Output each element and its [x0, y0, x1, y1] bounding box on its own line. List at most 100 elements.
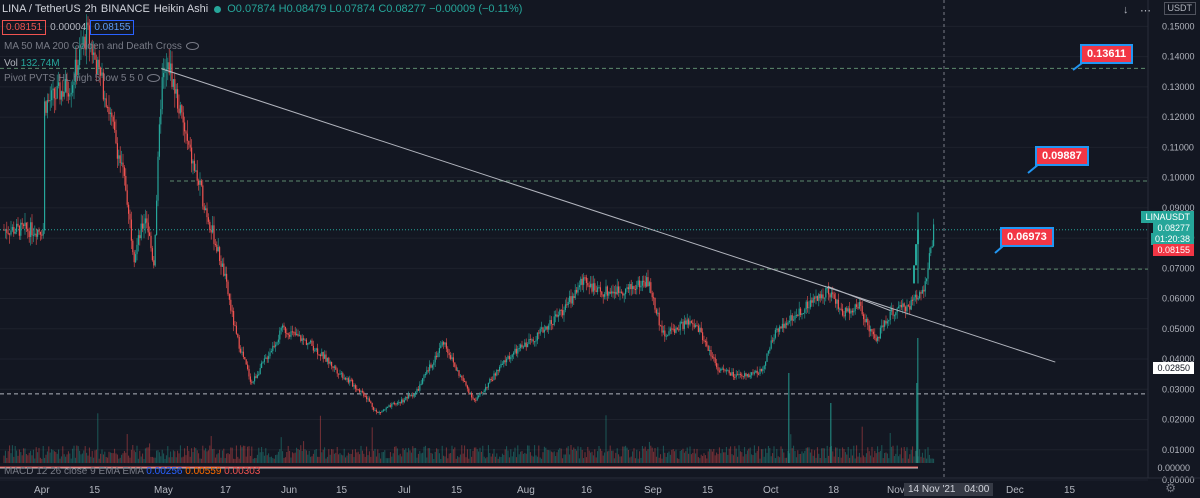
candle-body: [571, 296, 573, 304]
candle-body: [200, 180, 202, 186]
volume-bar: [216, 454, 218, 463]
candle-body: [452, 357, 454, 363]
volume-bar: [770, 456, 772, 463]
volume-bar: [146, 447, 148, 463]
candle-body: [511, 354, 513, 358]
volume-bar: [321, 452, 323, 463]
candle-body: [108, 107, 110, 115]
candle-body: [594, 283, 596, 291]
candle-body: [25, 222, 27, 229]
candle-body: [193, 160, 195, 171]
macd-legend[interactable]: MACD 12 26 close 9 EMA EMA 0.00256 0.005…: [4, 466, 260, 477]
candle-body: [886, 321, 888, 324]
volume-bar: [769, 447, 771, 463]
candle-body: [45, 101, 47, 113]
callout-target-1[interactable]: 0.13611: [1080, 44, 1134, 64]
volume-bar: [597, 451, 599, 463]
candle-body: [160, 109, 162, 125]
candle-body: [548, 325, 550, 330]
candle-body: [121, 162, 123, 164]
volume-bar: [500, 456, 502, 463]
volume-bar: [507, 450, 509, 463]
sell-button[interactable]: 0.08151: [2, 20, 47, 35]
price-tick-label: 0.01000: [1162, 445, 1195, 455]
volume-bar: [553, 451, 555, 463]
candle-body: [745, 373, 747, 377]
volume-bar: [566, 447, 568, 463]
candle-body: [847, 308, 849, 312]
eye-icon[interactable]: [185, 42, 199, 51]
volume-bar: [465, 457, 467, 463]
currency-badge[interactable]: USDT: [1163, 2, 1196, 15]
volume-bar: [895, 453, 897, 463]
candle-body: [42, 230, 44, 236]
candle-body: [427, 370, 429, 372]
candle-body: [93, 52, 95, 55]
candle-body: [255, 376, 257, 378]
candle-body: [486, 387, 488, 389]
volume-bar: [634, 458, 636, 463]
interval-label[interactable]: 2h: [84, 3, 97, 15]
callout-target-2[interactable]: 0.09887: [1035, 146, 1089, 166]
volume-bar: [594, 449, 596, 463]
volume-bar: [248, 446, 250, 463]
eye-icon[interactable]: [147, 74, 161, 83]
pivot-indicator-legend[interactable]: Pivot PVTS HL high 5 low 5 5 0: [4, 73, 161, 84]
settings-gear-icon[interactable]: ⚙: [1165, 481, 1176, 495]
volume-bar: [245, 456, 247, 463]
ma-indicator-legend[interactable]: MA 50 MA 200 Golden and Death Cross: [4, 41, 199, 52]
volume-bar: [193, 447, 195, 463]
volume-bar: [744, 447, 746, 463]
arrow-down-icon[interactable]: ↓: [1123, 4, 1129, 16]
price-tick-label: 0.02000: [1162, 415, 1195, 425]
candle-body: [4, 229, 6, 231]
buy-button[interactable]: 0.08155: [90, 20, 135, 35]
candle-body: [716, 363, 718, 368]
volume-bar: [903, 446, 905, 463]
candle-body: [521, 344, 523, 348]
candle-body: [52, 88, 54, 91]
volume-legend[interactable]: Vol 132.74M: [4, 58, 60, 69]
volume-bar: [927, 447, 929, 463]
candle-body: [464, 381, 466, 383]
callout-target-3[interactable]: 0.06973: [1000, 227, 1054, 247]
volume-bar: [496, 453, 498, 463]
candle-body: [472, 397, 474, 399]
candle-body: [279, 330, 281, 340]
candle-body: [165, 69, 167, 71]
candle-body: [602, 294, 604, 297]
chart-style-label[interactable]: Heikin Ashi: [153, 3, 209, 15]
more-icon[interactable]: ⋯: [1140, 5, 1151, 17]
candle-body: [816, 296, 818, 301]
candle-body: [403, 400, 405, 403]
alert-price-label[interactable]: 0.02850: [1153, 362, 1194, 374]
volume-bar: [662, 445, 664, 463]
candle-body: [669, 328, 671, 332]
candle-body: [626, 287, 628, 289]
volume-bar: [809, 452, 811, 463]
candle-body: [58, 82, 60, 86]
candle-body: [531, 339, 533, 341]
volume-bar: [521, 451, 523, 463]
volume-bar: [105, 456, 107, 463]
candle-body: [576, 289, 578, 293]
candle-body: [475, 399, 477, 401]
symbol-name[interactable]: LINA / TetherUS: [2, 3, 81, 15]
volume-bar: [816, 447, 818, 463]
volume-bar: [522, 453, 524, 463]
volume-bar: [933, 458, 935, 463]
candle-body: [401, 399, 403, 404]
candle-body: [214, 243, 216, 245]
volume-bar: [571, 449, 573, 463]
candle-body: [466, 385, 468, 389]
candle-body: [55, 98, 57, 100]
candle-body: [248, 368, 250, 377]
candle-body: [654, 297, 656, 310]
price-tick-label: 0.11000: [1162, 142, 1194, 152]
volume-bar: [660, 454, 662, 463]
candle-body: [447, 348, 449, 353]
candle-body: [164, 70, 166, 73]
volume-bar: [242, 445, 244, 463]
candle-body: [133, 252, 135, 263]
